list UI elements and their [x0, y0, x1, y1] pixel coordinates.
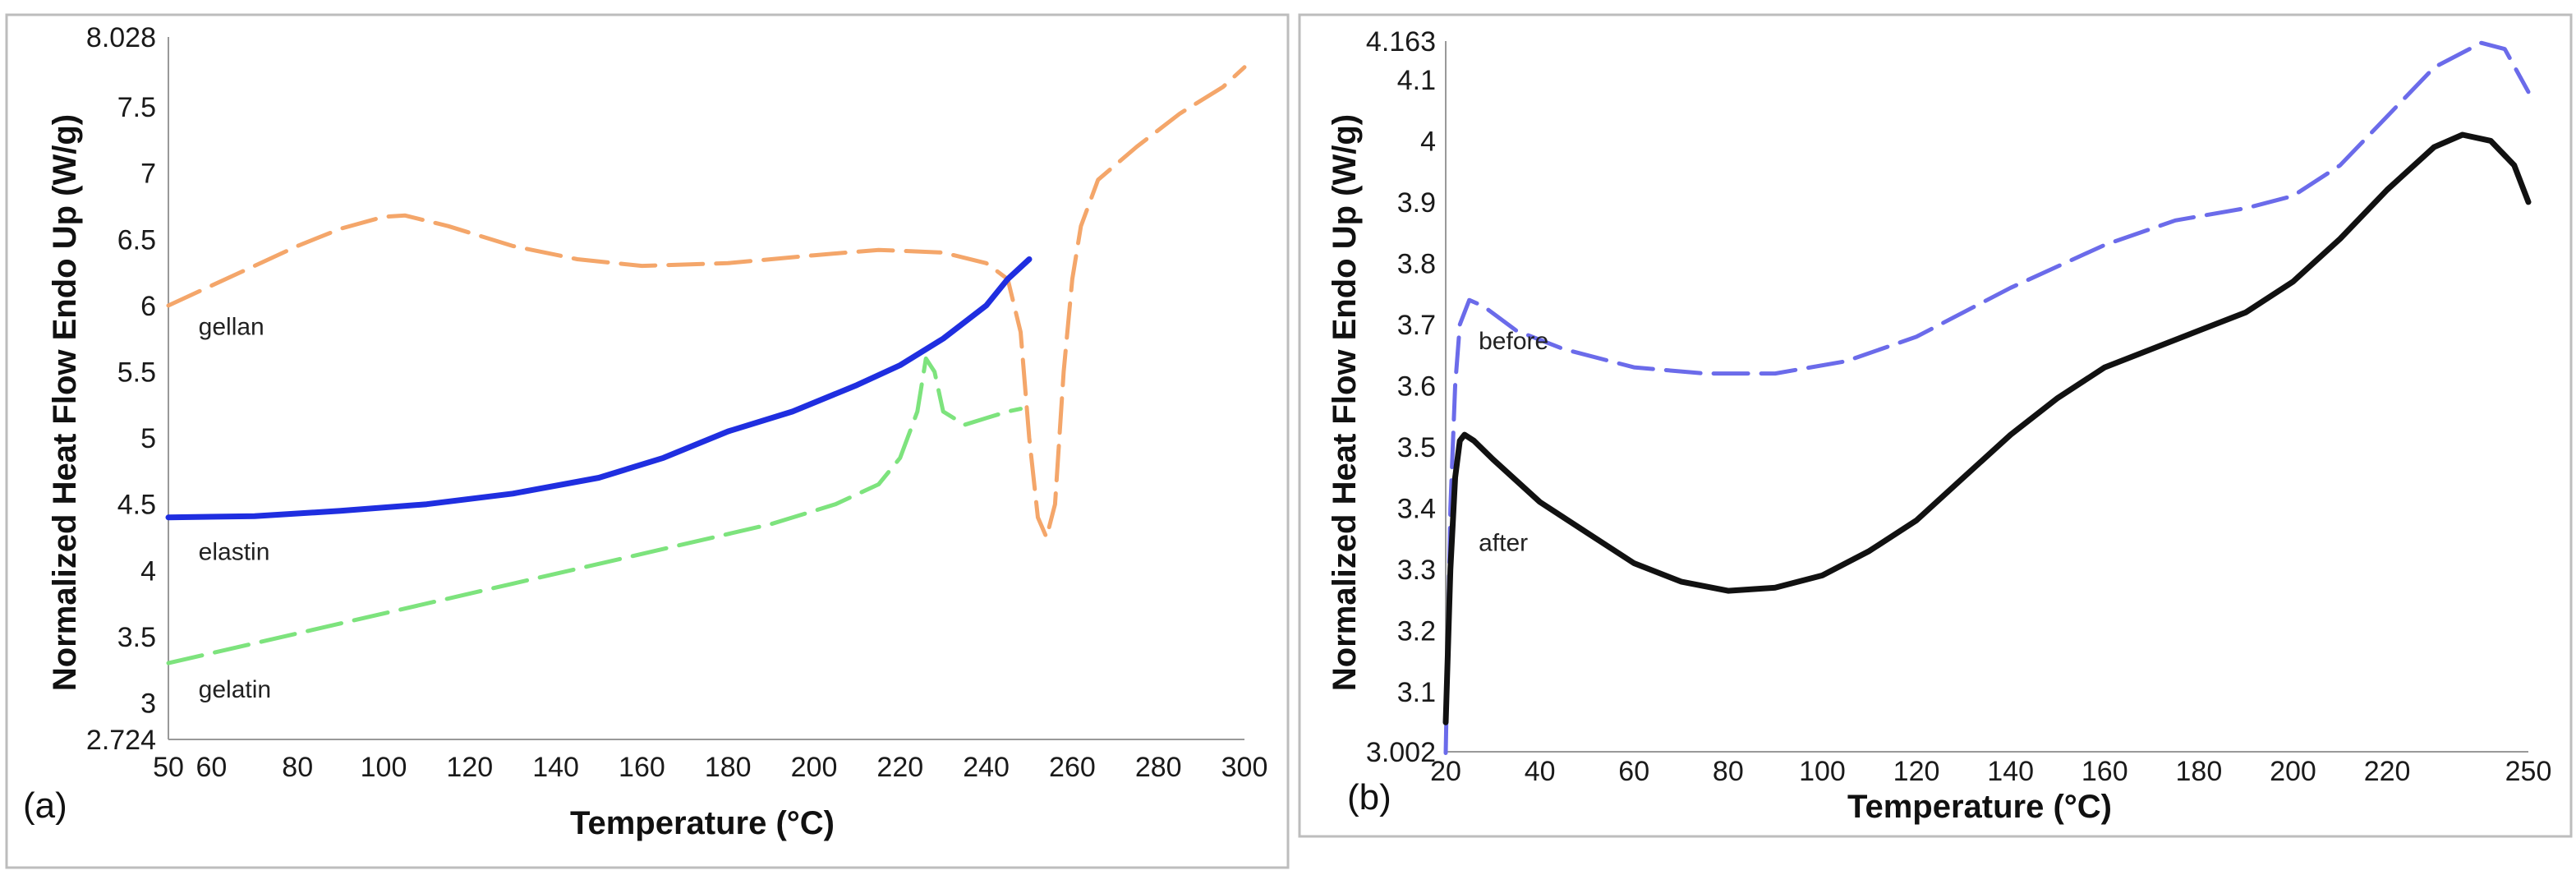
y-tick-label: 6.5 — [117, 224, 156, 256]
x-tick-label: 100 — [361, 752, 407, 783]
x-tick-label: 100 — [1799, 756, 1846, 787]
panel-a-label: (a) — [23, 785, 67, 826]
x-tick-label: 120 — [1893, 756, 1940, 787]
y-tick-label: 3.3 — [1397, 555, 1436, 586]
x-tick-label: 80 — [282, 752, 313, 783]
x-tick-label: 50 — [153, 752, 184, 783]
y-tick-label: 5.5 — [117, 357, 156, 389]
x-tick-label: 200 — [2270, 756, 2316, 787]
panel-b-frame — [1298, 13, 2573, 838]
x-tick-label: 300 — [1221, 752, 1268, 783]
y-tick-label: 7.5 — [117, 92, 156, 123]
x-tick-label: 200 — [791, 752, 838, 783]
y-tick-label: 3.2 — [1397, 615, 1436, 647]
y-tick-label: 3 — [140, 688, 156, 720]
y-tick-label: 3.9 — [1397, 187, 1436, 219]
series-label-gellan: gellan — [199, 313, 264, 340]
x-tick-label: 140 — [532, 752, 579, 783]
y-tick-label: 3.5 — [1397, 432, 1436, 463]
x-tick-label: 60 — [196, 752, 227, 783]
y-tick-label: 2.724 — [86, 725, 156, 756]
x-tick-label: 120 — [446, 752, 493, 783]
x-tick-label: 160 — [619, 752, 665, 783]
panel-b-y-axis-title: Normalized Heat Flow Endo Up (W/g) — [1327, 114, 1363, 691]
x-tick-label: 180 — [705, 752, 752, 783]
x-tick-label: 240 — [963, 752, 1010, 783]
x-tick-label: 40 — [1525, 756, 1556, 787]
series-label-before: before — [1479, 328, 1548, 355]
x-tick-label: 260 — [1049, 752, 1096, 783]
x-tick-label: 80 — [1713, 756, 1744, 787]
panel-a-y-axis-title: Normalized Heat Flow Endo Up (W/g) — [47, 114, 83, 691]
series-line-before — [1443, 40, 2531, 755]
x-tick-label: 140 — [1987, 756, 2034, 787]
panel-b: Normalized Heat Flow Endo Up (W/g) Tempe… — [1298, 13, 2573, 838]
panel-b-x-axis-title: Temperature (°C) — [1847, 789, 2112, 825]
x-tick-label: 220 — [876, 752, 923, 783]
x-tick-label: 160 — [2082, 756, 2128, 787]
y-tick-label: 3.7 — [1397, 310, 1436, 341]
y-tick-label: 8.028 — [86, 22, 156, 53]
y-tick-label: 4 — [1420, 126, 1436, 157]
panel-a-x-axis-title: Temperature (°C) — [570, 805, 835, 841]
y-tick-label: 4.163 — [1366, 26, 1436, 58]
panel-a-frame — [5, 13, 1290, 869]
panel-b-label: (b) — [1347, 777, 1392, 817]
y-tick-label: 3.6 — [1397, 371, 1436, 402]
y-tick-label: 3.8 — [1397, 248, 1436, 279]
panel-a: Normalized Heat Flow Endo Up (W/g) Tempe… — [5, 13, 1290, 869]
y-tick-label: 3.4 — [1397, 493, 1436, 524]
y-tick-label: 4 — [140, 555, 156, 587]
x-tick-label: 250 — [2505, 756, 2552, 787]
series-label-after: after — [1479, 530, 1528, 557]
series-line-gelatin — [166, 356, 1023, 665]
y-tick-label: 3.5 — [117, 622, 156, 653]
y-tick-label: 6 — [140, 291, 156, 322]
y-tick-label: 4.5 — [117, 490, 156, 521]
y-tick-label: 3.1 — [1397, 677, 1436, 708]
series-line-elastin — [165, 256, 1033, 521]
x-tick-label: 180 — [2176, 756, 2223, 787]
series-line-gellan — [166, 65, 1247, 540]
series-line-after — [1442, 131, 2532, 725]
y-tick-label: 4.1 — [1397, 65, 1436, 96]
y-tick-label: 7 — [140, 159, 156, 190]
x-tick-label: 20 — [1430, 756, 1461, 787]
x-tick-label: 280 — [1135, 752, 1182, 783]
series-label-elastin: elastin — [199, 538, 270, 565]
y-tick-label: 5 — [140, 423, 156, 454]
x-tick-label: 220 — [2364, 756, 2411, 787]
x-tick-label: 60 — [1618, 756, 1649, 787]
series-label-gelatin: gelatin — [199, 676, 271, 703]
y-tick-label: 3.002 — [1366, 737, 1436, 768]
